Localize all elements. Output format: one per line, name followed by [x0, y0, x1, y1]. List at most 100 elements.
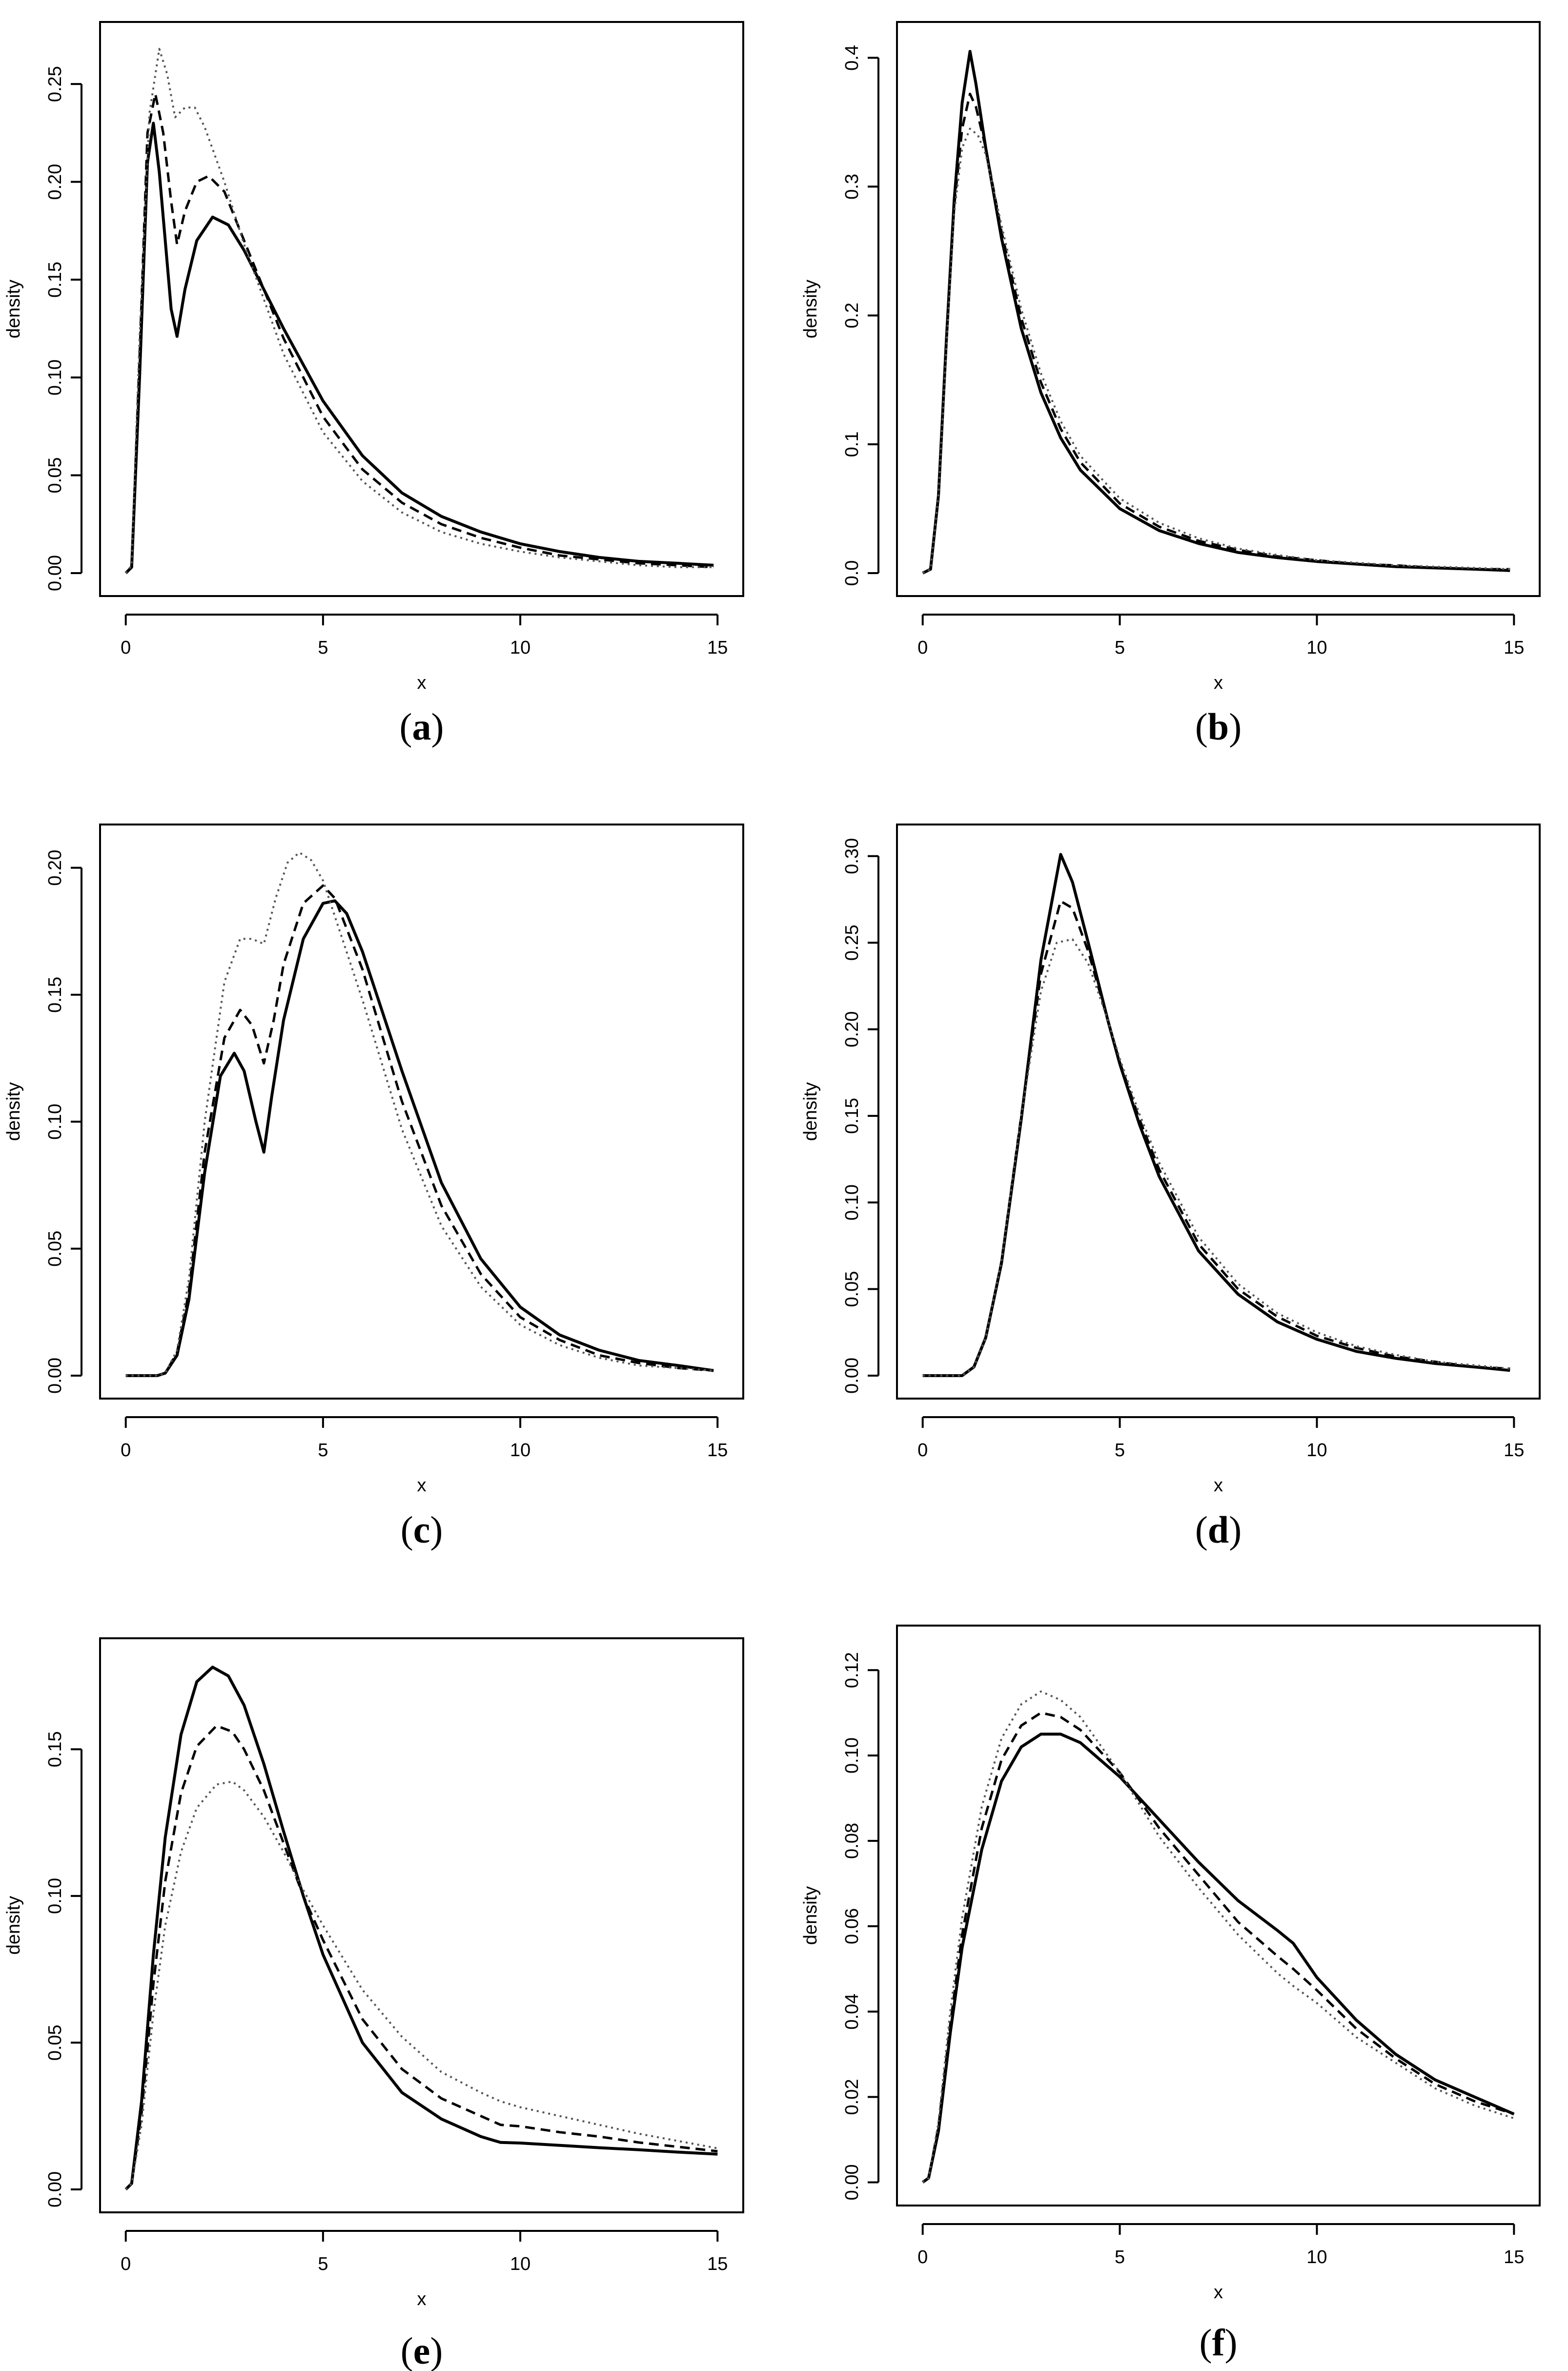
panel-caption: (d) — [1195, 1508, 1242, 1551]
x-axis-label: x — [1214, 2282, 1223, 2303]
series-line-dashed — [125, 884, 714, 1377]
chart-panel-e: 0 5 10 15 0.00 0.05 0.10 0.15 x density (e) — [3, 1637, 744, 2371]
y-tick-label: 0.20 — [842, 1011, 862, 1048]
panel-caption: (b) — [1195, 705, 1242, 748]
caption-open: ( — [1195, 705, 1208, 748]
y-tick-label: 0.15 — [842, 1098, 862, 1134]
series-line-solid — [124, 1666, 718, 2191]
x-tick-label: 0 — [917, 1440, 928, 1461]
y-tick-label: 0.00 — [842, 1358, 862, 1394]
y-tick-label: 0.3 — [842, 174, 862, 200]
panel-caption: (e) — [401, 2330, 443, 2371]
y-axis-label: density — [800, 280, 821, 338]
chart-panel-b: 0 5 10 15 0.0 0.1 0.2 0.3 0.4 x density (b) — [800, 21, 1541, 748]
series-line-solid — [124, 122, 714, 575]
x-tick-label: 15 — [707, 2254, 728, 2274]
caption-open: ( — [401, 1508, 413, 1551]
series-line-solid — [922, 50, 1510, 575]
x-tick-label: 10 — [1306, 2247, 1327, 2268]
y-tick-label: 0.06 — [842, 1908, 862, 1944]
y-tick-label: 0.04 — [842, 1994, 862, 2030]
x-tick-label: 0 — [121, 2254, 131, 2274]
x-tick-label: 10 — [510, 2254, 530, 2274]
y-tick-label: 0.00 — [45, 2171, 65, 2207]
y-tick-label: 0.05 — [45, 457, 65, 494]
y-tick-label: 0.4 — [842, 45, 862, 71]
y-axis-label: density — [800, 1082, 821, 1141]
series-line-solid — [125, 899, 714, 1377]
series-line-dashed — [922, 92, 1510, 575]
x-axis-label: x — [417, 1475, 427, 1496]
chart-panel-c: 0 5 10 15 0.00 0.05 0.10 0.15 0.20 x density (c) — [3, 824, 744, 1551]
caption-close: ) — [1229, 1508, 1242, 1551]
x-axis-label: x — [417, 673, 427, 693]
y-tick-label: 0.05 — [45, 1231, 65, 1267]
caption-close: ) — [431, 705, 444, 748]
y-tick-label: 0.00 — [45, 555, 65, 591]
y-tick-label: 0.20 — [45, 164, 65, 200]
caption-close: ) — [430, 2330, 443, 2371]
series-line-dotted — [922, 127, 1510, 574]
plot-frame — [99, 1637, 744, 2213]
y-tick-label: 0.10 — [45, 1104, 65, 1140]
y-tick-label: 0.15 — [45, 262, 65, 298]
caption-open: ( — [401, 2330, 413, 2371]
y-tick-label: 0.15 — [45, 1731, 65, 1767]
y-tick-label: 0.2 — [842, 303, 862, 329]
x-axis-label: x — [1214, 673, 1223, 693]
caption-letter: e — [413, 2330, 430, 2371]
x-tick-label: 5 — [318, 2254, 328, 2274]
series-line-solid — [922, 853, 1510, 1377]
y-axis-label: density — [3, 280, 24, 338]
x-tick-label: 5 — [1115, 638, 1125, 658]
y-tick-label: 0.10 — [45, 1878, 65, 1914]
y-tick-label: 0.00 — [842, 2164, 862, 2200]
y-tick-label: 0.12 — [842, 1652, 862, 1688]
y-axis-label: density — [3, 1082, 24, 1141]
x-tick-label: 5 — [1115, 1440, 1125, 1461]
x-tick-label: 0 — [917, 2247, 928, 2268]
y-tick-label: 0.02 — [842, 2079, 862, 2115]
y-axis-label: density — [800, 1886, 821, 1945]
caption-open: ( — [1200, 2321, 1212, 2364]
x-axis-label: x — [1214, 1475, 1223, 1496]
series-line-dotted — [922, 938, 1510, 1377]
x-tick-label: 15 — [1504, 2247, 1524, 2268]
caption-letter: b — [1208, 705, 1229, 748]
caption-letter: f — [1212, 2321, 1225, 2364]
caption-open: ( — [400, 705, 412, 748]
plot-frame — [99, 824, 744, 1400]
x-tick-label: 15 — [1504, 1440, 1524, 1461]
plot-frame — [896, 21, 1541, 597]
y-tick-label: 0.25 — [45, 66, 65, 102]
series-line-dashed — [124, 92, 714, 574]
x-tick-label: 10 — [510, 1440, 530, 1461]
x-tick-label: 0 — [121, 1440, 131, 1461]
plot-frame — [99, 21, 744, 597]
chart-panel-d: 0 5 10 15 0.00 0.05 0.10 0.15 0.20 0.25 0.30 x densi… — [800, 824, 1541, 1551]
chart-panel-f: 0 5 10 15 0.00 0.02 0.04 0.06 0.08 0.10 0.12 x densi… — [800, 1625, 1541, 2364]
caption-open: ( — [1195, 1508, 1208, 1551]
y-axis-label: density — [3, 1896, 24, 1955]
y-tick-label: 0.25 — [842, 925, 862, 961]
y-tick-label: 0.10 — [842, 1737, 862, 1773]
series-line-dotted — [125, 1780, 718, 2190]
x-tick-label: 15 — [707, 638, 728, 658]
y-tick-label: 0.05 — [842, 1271, 862, 1307]
y-tick-label: 0.10 — [45, 359, 65, 395]
x-tick-label: 5 — [318, 638, 328, 658]
y-tick-label: 0.00 — [45, 1358, 65, 1394]
panel-caption: (f) — [1200, 2321, 1238, 2364]
x-tick-label: 15 — [1504, 638, 1524, 658]
y-tick-label: 0.05 — [45, 2024, 65, 2061]
x-tick-label: 10 — [1306, 1440, 1327, 1461]
caption-close: ) — [1224, 2321, 1237, 2364]
panel-caption: (a) — [400, 705, 444, 748]
x-tick-label: 5 — [318, 1440, 328, 1461]
plot-frame — [896, 824, 1541, 1400]
y-tick-label: 0.15 — [45, 977, 65, 1013]
series-line-dashed — [124, 1724, 718, 2190]
x-tick-label: 10 — [1306, 638, 1327, 658]
x-tick-label: 10 — [510, 638, 530, 658]
caption-letter: c — [413, 1508, 430, 1551]
